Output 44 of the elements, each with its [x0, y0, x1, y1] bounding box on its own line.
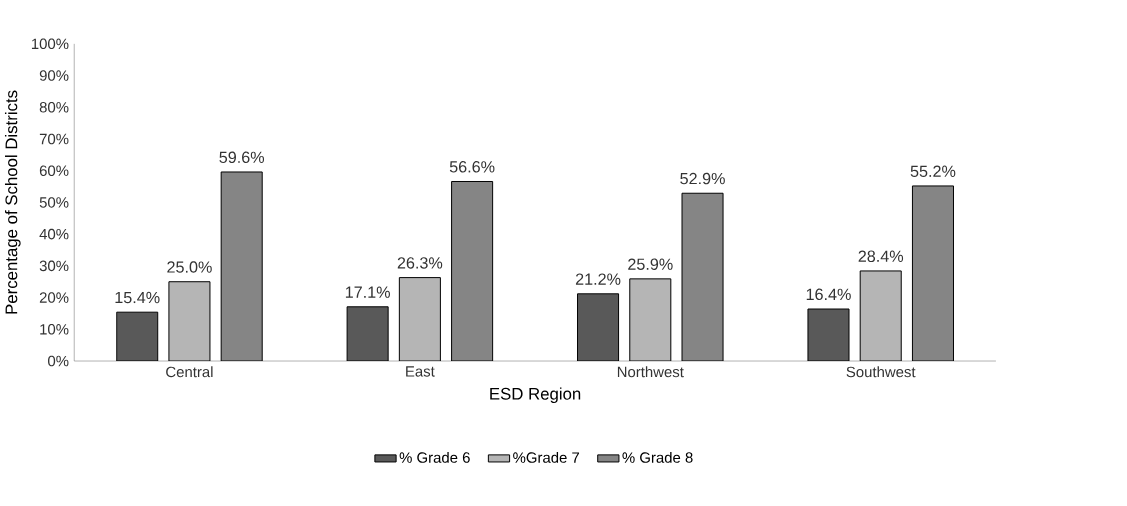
bar — [220, 171, 263, 362]
bar — [577, 293, 620, 362]
x-tick-label: East — [406, 366, 435, 377]
bar — [859, 270, 902, 362]
y-tick-label: 90% — [39, 70, 69, 82]
data-label: 56.6% — [449, 161, 495, 173]
x-tick-label: Southwest — [846, 366, 916, 378]
data-label: 21.2% — [575, 273, 621, 286]
y-tick-label: 100% — [31, 38, 69, 50]
x-axis-title: ESD Region — [490, 387, 581, 404]
bar — [116, 311, 159, 362]
y-tick-label: 0% — [48, 355, 69, 367]
data-label: 28.4% — [858, 250, 904, 263]
bar — [629, 278, 672, 362]
y-tick-label: 50% — [39, 197, 69, 208]
data-label: 59.6% — [219, 151, 265, 164]
bar — [168, 281, 211, 362]
data-label: 17.1% — [345, 286, 390, 299]
x-tick-label: Northwest — [617, 366, 684, 378]
data-label: 55.2% — [910, 165, 956, 178]
bar — [807, 308, 850, 362]
y-tick-label: 40% — [39, 229, 69, 240]
bar — [911, 185, 954, 362]
y-tick-label: 10% — [40, 324, 69, 335]
data-label: 16.4% — [806, 288, 851, 301]
legend-label: % Grade 6 — [399, 452, 470, 464]
data-label: 52.9% — [680, 173, 725, 185]
bar — [681, 192, 724, 362]
data-label: 26.3% — [397, 257, 443, 269]
y-tick-label: 80% — [39, 102, 69, 113]
y-tick-label: 20% — [39, 292, 69, 304]
bar — [398, 277, 441, 362]
data-label: 25.9% — [628, 258, 673, 271]
y-tick-label: 70% — [39, 133, 69, 145]
y-axis-title: Percentage of School Districts — [4, 90, 21, 314]
bar — [346, 306, 389, 362]
x-tick-label: Central — [166, 366, 213, 378]
legend-label: % Grade 8 — [622, 452, 693, 464]
legend-label: %Grade 7 — [513, 452, 580, 464]
bar — [451, 181, 494, 362]
y-tick-label: 30% — [39, 260, 69, 272]
data-label: 25.0% — [167, 261, 212, 273]
data-label: 15.4% — [115, 292, 160, 304]
y-tick-label: 60% — [39, 165, 69, 177]
